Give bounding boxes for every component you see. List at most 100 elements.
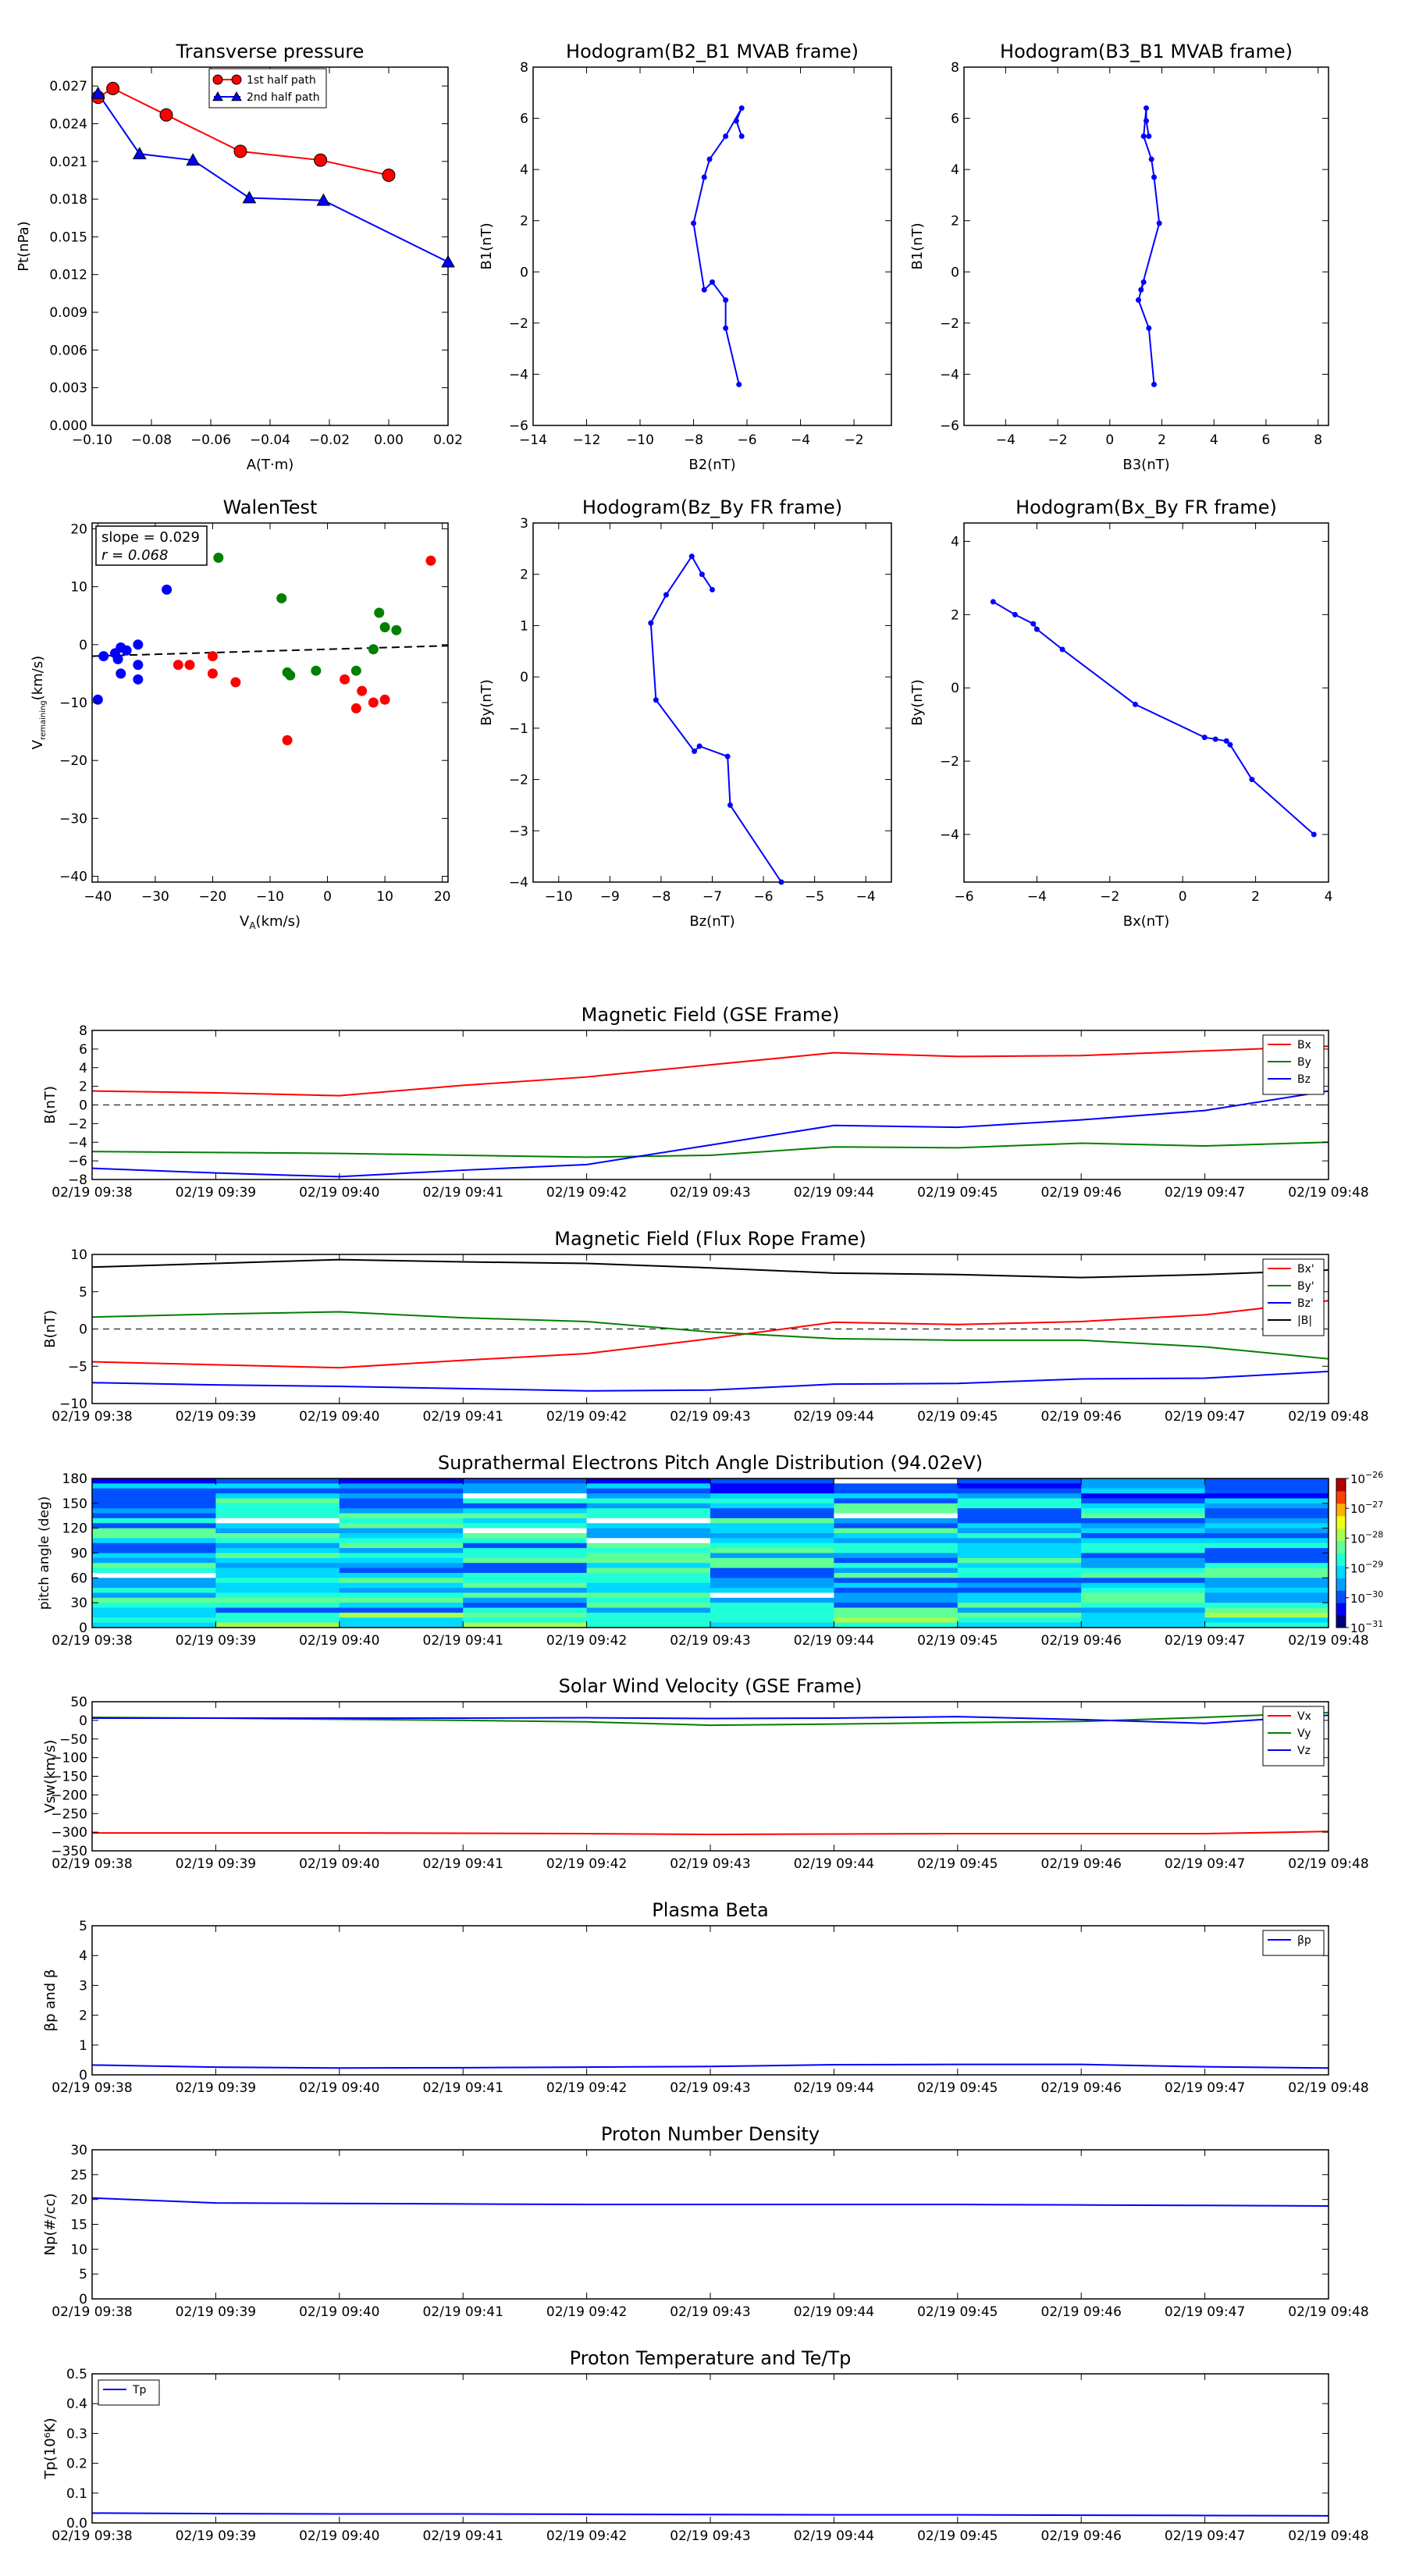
data-point	[391, 624, 402, 635]
y-tick-label: 0	[79, 1098, 87, 1114]
heatmap-cell	[339, 1528, 464, 1534]
x-tick-label: 02/19 09:46	[1041, 2528, 1122, 2544]
y-axis-label: B(nT)	[42, 1310, 59, 1348]
x-tick-label: 02/19 09:46	[1041, 1185, 1122, 1201]
y-axis-label: Vsw(km/s)	[42, 1740, 59, 1813]
data-point	[688, 553, 695, 560]
data-point	[723, 325, 729, 331]
data-point	[1138, 286, 1144, 293]
heatmap-cell	[215, 1563, 340, 1569]
heatmap-cell	[834, 1567, 959, 1574]
heatmap-cell	[463, 1578, 588, 1584]
x-axis-label: Bx(nT)	[1123, 913, 1169, 930]
heatmap-cell	[1204, 1523, 1329, 1529]
heatmap-cell	[1204, 1538, 1329, 1544]
subscript: A	[249, 920, 256, 931]
x-tick-label: 02/19 09:40	[299, 2080, 379, 2096]
x-tick-label: 02/19 09:48	[1288, 1409, 1368, 1425]
series-line	[91, 1141, 1329, 1158]
heatmap-cell	[586, 1582, 711, 1589]
heatmap-cell	[1081, 1553, 1206, 1559]
y-tick-label: −20	[59, 753, 87, 769]
heatmap-cell	[586, 1557, 711, 1564]
heatmap-cell	[834, 1528, 959, 1534]
x-tick-label: 02/19 09:38	[52, 1409, 132, 1425]
data-point	[1201, 735, 1208, 741]
series-line	[1137, 108, 1161, 385]
heatmap-cell	[586, 1603, 711, 1609]
data-point	[723, 133, 729, 140]
data-point	[207, 668, 218, 679]
heatmap-cell	[215, 1488, 340, 1494]
data-point	[1156, 220, 1162, 226]
data-point	[778, 879, 784, 885]
heatmap-cell	[1081, 1533, 1206, 1539]
heatmap-cell	[710, 1622, 834, 1628]
x-tick-label: −10	[545, 889, 573, 905]
heatmap-cell	[215, 1622, 340, 1628]
x-tick-label: 0.00	[374, 432, 404, 448]
heatmap-cell	[834, 1622, 959, 1628]
colorbar-segment	[1336, 1578, 1346, 1591]
plot-frame	[91, 66, 449, 426]
heatmap-cell	[710, 1528, 834, 1534]
y-tick-label: 1	[520, 618, 528, 634]
y-tick-label: 2	[79, 2008, 87, 2024]
heatmap-cell	[1204, 1592, 1329, 1599]
x-tick-label: −0.04	[250, 432, 290, 448]
y-tick-label: −100	[51, 1751, 87, 1767]
heatmap-cell	[215, 1553, 340, 1559]
heatmap-cell	[586, 1617, 711, 1624]
heatmap-cell	[1081, 1563, 1206, 1569]
data-point	[92, 694, 103, 705]
data-point	[112, 653, 123, 664]
x-tick-label: 02/19 09:43	[670, 2080, 750, 2096]
data-point	[162, 584, 173, 595]
heatmap-cell	[92, 1517, 216, 1524]
x-tick-label: 02/19 09:48	[1288, 2528, 1368, 2544]
data-point	[1311, 831, 1317, 838]
heatmap-cell	[1081, 1523, 1206, 1529]
x-tick-label: −6	[737, 432, 756, 448]
heatmap-cell	[215, 1517, 340, 1524]
y-tick-label: 180	[62, 1471, 87, 1487]
heatmap-cell	[586, 1528, 711, 1534]
heatmap-cell	[92, 1603, 216, 1609]
heatmap-cell	[586, 1517, 711, 1524]
x-tick-label: 02/19 09:42	[546, 1409, 627, 1425]
data-point	[738, 133, 745, 140]
data-point	[1140, 279, 1147, 285]
chart-title: Hodogram(Bx_By FR frame)	[1016, 496, 1277, 518]
x-tick-label: 02/19 09:47	[1165, 2304, 1245, 2320]
y-axis-label: Tp(10⁶K)	[42, 2418, 59, 2479]
data-point	[1223, 738, 1229, 744]
x-tick-label: 02/19 09:45	[917, 2528, 998, 2544]
heatmap-cell	[463, 1557, 588, 1564]
x-tick-label: −9	[600, 889, 620, 905]
y-tick-label: 0	[79, 638, 87, 653]
colorbar-label: 10−28	[1350, 1529, 1383, 1546]
x-axis-label: A(T·m)	[247, 457, 294, 473]
x-tick-label: −4	[791, 432, 810, 448]
heatmap-cell	[339, 1488, 464, 1494]
heatmap-cell	[215, 1478, 340, 1484]
y-tick-label: 90	[70, 1546, 87, 1562]
chart-h31: Hodogram(B3_B1 MVAB frame) −6 −4 −2 0 2 4 6 8 −4 −…	[909, 41, 1329, 473]
x-tick-label: 02/19 09:38	[52, 1633, 132, 1649]
heatmap-cell	[586, 1478, 711, 1484]
y-axis-label: B1(nT)	[909, 222, 926, 269]
x-tick-label: 02/19 09:41	[423, 2304, 503, 2320]
heatmap-cell	[1204, 1478, 1329, 1484]
heatmap-cell	[586, 1548, 711, 1553]
data-point	[282, 735, 293, 745]
heatmap-cell	[1204, 1508, 1329, 1514]
unit: (km/s)	[30, 656, 46, 700]
heatmap-cell	[92, 1588, 216, 1593]
data-point	[350, 665, 361, 676]
heatmap-cell	[92, 1548, 216, 1553]
data-point	[1151, 382, 1158, 388]
y-tick-label: 120	[62, 1521, 87, 1537]
x-tick-label: 02/19 09:40	[299, 2528, 379, 2544]
series-line	[992, 601, 1314, 835]
heatmap-cell	[834, 1538, 959, 1544]
